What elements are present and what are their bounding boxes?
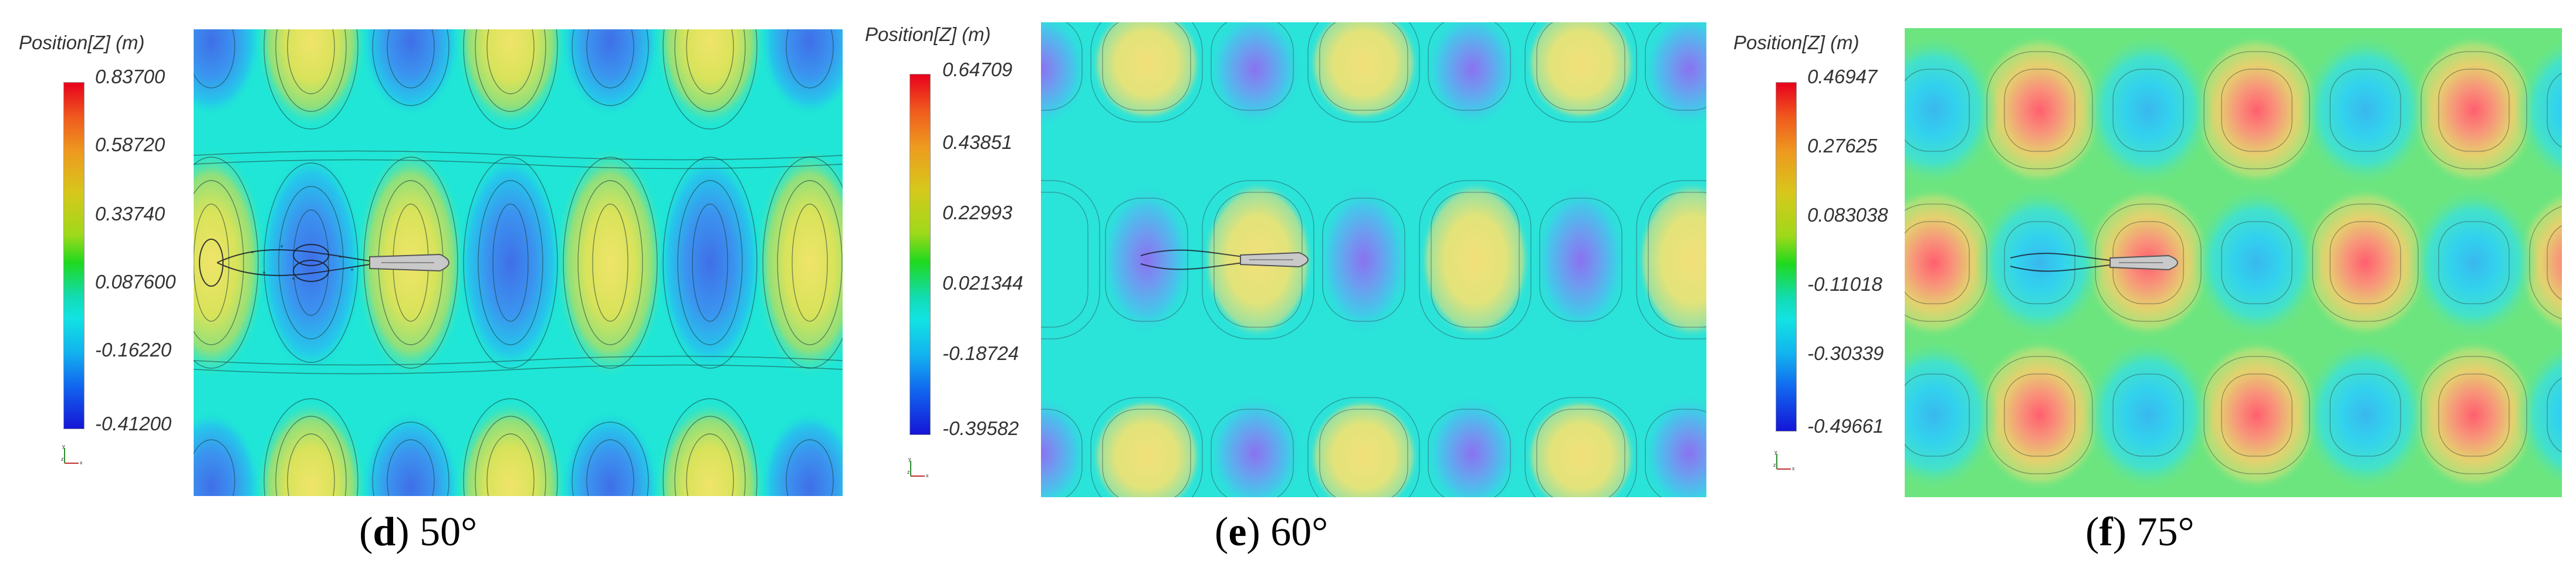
- caption-d: (d) 50°: [359, 510, 478, 555]
- panel-e: Position[Z] (m) 0.64709 0.43851 0.22993 …: [857, 0, 1725, 574]
- tick-label: -0.18724: [942, 342, 1019, 364]
- tick-label: -0.11018: [1807, 273, 1882, 295]
- colorbar: [1776, 82, 1797, 432]
- caption-letter: f: [2099, 510, 2113, 555]
- tick-label: 0.087600: [95, 271, 176, 293]
- contour-plot-e: [1041, 22, 1706, 497]
- tick-label: -0.41200: [95, 413, 172, 434]
- colorbar: [63, 82, 84, 429]
- panel-f: Position[Z] (m) 0.46947 0.27625 0.083038…: [1725, 0, 2576, 574]
- tick-label: 0.021344: [942, 272, 1023, 294]
- axis-triad-icon: y z x: [907, 456, 929, 478]
- svg-text:z: z: [61, 456, 64, 462]
- axis-triad-icon: y z x: [1773, 449, 1795, 471]
- caption-angle: 60°: [1270, 510, 1328, 555]
- legend-title: Position[Z] (m): [865, 23, 991, 45]
- svg-text:z: z: [907, 469, 910, 475]
- tick-label: -0.39582: [942, 417, 1019, 439]
- svg-text:x: x: [1792, 466, 1795, 471]
- svg-text:z: z: [1773, 462, 1776, 468]
- contour-plot-f: [1905, 28, 2562, 497]
- svg-text:y: y: [908, 456, 911, 462]
- legend-title: Position[Z] (m): [19, 32, 145, 53]
- tick-label: 0.58720: [95, 134, 165, 155]
- tick-label: -0.49661: [1807, 415, 1884, 437]
- caption-angle: 50°: [420, 510, 478, 555]
- tick-label: 0.64709: [942, 59, 1013, 80]
- caption-f: (f) 75°: [2085, 510, 2195, 555]
- svg-text:x: x: [926, 473, 929, 478]
- tick-label: 0.46947: [1807, 66, 1878, 87]
- svg-text:x: x: [80, 460, 83, 466]
- axis-triad-icon: y z x: [61, 443, 83, 466]
- tick-label: 0.27625: [1807, 135, 1878, 157]
- contour-plot-d: [194, 29, 843, 496]
- tick-label: 0.43851: [942, 131, 1013, 153]
- caption-letter: d: [373, 510, 396, 555]
- caption-angle: 75°: [2136, 510, 2195, 555]
- caption-letter: e: [1228, 510, 1247, 555]
- tick-label: 0.22993: [942, 202, 1013, 223]
- tick-label: 0.33740: [95, 203, 165, 225]
- legend-title: Position[Z] (m): [1733, 32, 1860, 53]
- tick-label: -0.16220: [95, 339, 172, 361]
- panel-d: Position[Z] (m) 0.83700 0.58720 0.33740 …: [0, 0, 857, 574]
- caption-e: (e) 60°: [1215, 510, 1328, 555]
- tick-label: -0.30339: [1807, 342, 1884, 364]
- svg-text:y: y: [62, 443, 65, 449]
- tick-label: 0.83700: [95, 66, 165, 87]
- svg-text:y: y: [1774, 449, 1777, 455]
- colorbar: [910, 74, 931, 435]
- tick-label: 0.083038: [1807, 204, 1888, 226]
